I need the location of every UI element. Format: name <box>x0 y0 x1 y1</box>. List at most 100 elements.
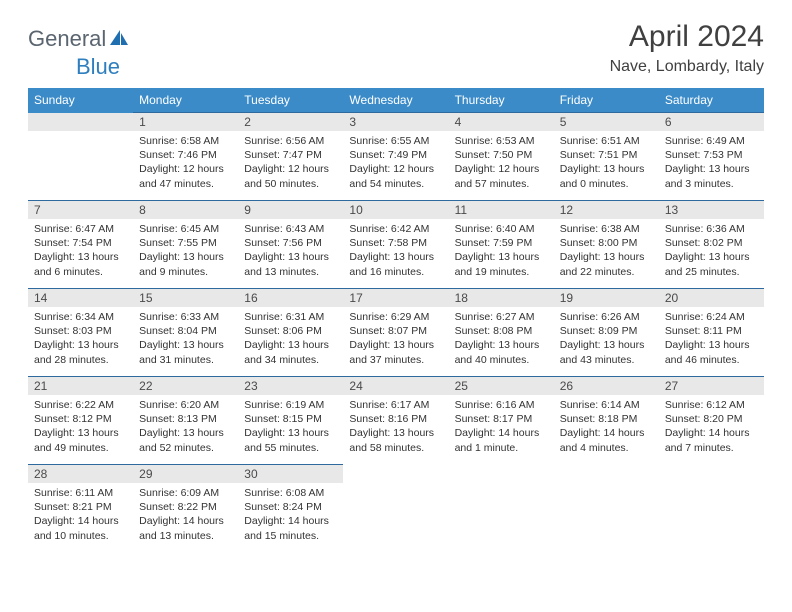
day-details: Sunrise: 6:16 AMSunset: 8:17 PMDaylight:… <box>449 395 554 461</box>
calendar-week-row: 14Sunrise: 6:34 AMSunset: 8:03 PMDayligh… <box>28 289 764 377</box>
day-number: 21 <box>28 377 133 395</box>
calendar-cell: 16Sunrise: 6:31 AMSunset: 8:06 PMDayligh… <box>238 289 343 377</box>
day-details: Sunrise: 6:58 AMSunset: 7:46 PMDaylight:… <box>133 131 238 197</box>
calendar-cell <box>28 113 133 201</box>
weekday-header: Sunday <box>28 88 133 113</box>
calendar-cell: 9Sunrise: 6:43 AMSunset: 7:56 PMDaylight… <box>238 201 343 289</box>
weekday-header: Wednesday <box>343 88 448 113</box>
day-details: Sunrise: 6:55 AMSunset: 7:49 PMDaylight:… <box>343 131 448 197</box>
day-details: Sunrise: 6:24 AMSunset: 8:11 PMDaylight:… <box>659 307 764 373</box>
day-details: Sunrise: 6:26 AMSunset: 8:09 PMDaylight:… <box>554 307 659 373</box>
day-number: 5 <box>554 113 659 131</box>
calendar-cell: 3Sunrise: 6:55 AMSunset: 7:49 PMDaylight… <box>343 113 448 201</box>
day-number: 7 <box>28 201 133 219</box>
day-number: 15 <box>133 289 238 307</box>
day-number: 30 <box>238 465 343 483</box>
calendar-cell: 22Sunrise: 6:20 AMSunset: 8:13 PMDayligh… <box>133 377 238 465</box>
calendar-week-row: 1Sunrise: 6:58 AMSunset: 7:46 PMDaylight… <box>28 113 764 201</box>
calendar-cell: 18Sunrise: 6:27 AMSunset: 8:08 PMDayligh… <box>449 289 554 377</box>
day-number: 29 <box>133 465 238 483</box>
day-details: Sunrise: 6:22 AMSunset: 8:12 PMDaylight:… <box>28 395 133 461</box>
weekday-header: Monday <box>133 88 238 113</box>
calendar-cell: 4Sunrise: 6:53 AMSunset: 7:50 PMDaylight… <box>449 113 554 201</box>
day-details: Sunrise: 6:45 AMSunset: 7:55 PMDaylight:… <box>133 219 238 285</box>
day-details: Sunrise: 6:42 AMSunset: 7:58 PMDaylight:… <box>343 219 448 285</box>
day-details: Sunrise: 6:19 AMSunset: 8:15 PMDaylight:… <box>238 395 343 461</box>
calendar-cell: 1Sunrise: 6:58 AMSunset: 7:46 PMDaylight… <box>133 113 238 201</box>
day-details: Sunrise: 6:08 AMSunset: 8:24 PMDaylight:… <box>238 483 343 549</box>
day-number: 8 <box>133 201 238 219</box>
day-details: Sunrise: 6:17 AMSunset: 8:16 PMDaylight:… <box>343 395 448 461</box>
weekday-header: Saturday <box>659 88 764 113</box>
calendar-week-row: 28Sunrise: 6:11 AMSunset: 8:21 PMDayligh… <box>28 465 764 553</box>
day-details: Sunrise: 6:12 AMSunset: 8:20 PMDaylight:… <box>659 395 764 461</box>
month-title: April 2024 <box>610 20 764 54</box>
calendar-cell: 17Sunrise: 6:29 AMSunset: 8:07 PMDayligh… <box>343 289 448 377</box>
logo-text-blue: Blue <box>76 54 792 80</box>
day-number: 26 <box>554 377 659 395</box>
calendar-cell: 24Sunrise: 6:17 AMSunset: 8:16 PMDayligh… <box>343 377 448 465</box>
logo-sail-icon <box>108 28 130 51</box>
calendar-cell: 7Sunrise: 6:47 AMSunset: 7:54 PMDaylight… <box>28 201 133 289</box>
calendar-cell: 12Sunrise: 6:38 AMSunset: 8:00 PMDayligh… <box>554 201 659 289</box>
calendar-cell: 23Sunrise: 6:19 AMSunset: 8:15 PMDayligh… <box>238 377 343 465</box>
day-number: 19 <box>554 289 659 307</box>
day-details: Sunrise: 6:38 AMSunset: 8:00 PMDaylight:… <box>554 219 659 285</box>
day-details: Sunrise: 6:43 AMSunset: 7:56 PMDaylight:… <box>238 219 343 285</box>
calendar-cell <box>343 465 448 553</box>
day-details: Sunrise: 6:34 AMSunset: 8:03 PMDaylight:… <box>28 307 133 373</box>
day-details: Sunrise: 6:27 AMSunset: 8:08 PMDaylight:… <box>449 307 554 373</box>
day-details: Sunrise: 6:29 AMSunset: 8:07 PMDaylight:… <box>343 307 448 373</box>
day-number: 16 <box>238 289 343 307</box>
day-number: 12 <box>554 201 659 219</box>
calendar-head: SundayMondayTuesdayWednesdayThursdayFrid… <box>28 88 764 113</box>
calendar-cell: 19Sunrise: 6:26 AMSunset: 8:09 PMDayligh… <box>554 289 659 377</box>
weekday-header: Tuesday <box>238 88 343 113</box>
calendar-cell: 29Sunrise: 6:09 AMSunset: 8:22 PMDayligh… <box>133 465 238 553</box>
day-number: 17 <box>343 289 448 307</box>
day-details: Sunrise: 6:53 AMSunset: 7:50 PMDaylight:… <box>449 131 554 197</box>
day-number: 28 <box>28 465 133 483</box>
day-number: 24 <box>343 377 448 395</box>
day-details: Sunrise: 6:47 AMSunset: 7:54 PMDaylight:… <box>28 219 133 285</box>
day-number: 2 <box>238 113 343 131</box>
day-number: 14 <box>28 289 133 307</box>
day-number: 22 <box>133 377 238 395</box>
day-number: 13 <box>659 201 764 219</box>
day-number: 6 <box>659 113 764 131</box>
day-details: Sunrise: 6:11 AMSunset: 8:21 PMDaylight:… <box>28 483 133 549</box>
calendar-cell: 14Sunrise: 6:34 AMSunset: 8:03 PMDayligh… <box>28 289 133 377</box>
calendar-cell <box>659 465 764 553</box>
day-details: Sunrise: 6:40 AMSunset: 7:59 PMDaylight:… <box>449 219 554 285</box>
day-details: Sunrise: 6:36 AMSunset: 8:02 PMDaylight:… <box>659 219 764 285</box>
empty-day-head <box>28 113 133 131</box>
calendar-cell: 11Sunrise: 6:40 AMSunset: 7:59 PMDayligh… <box>449 201 554 289</box>
calendar-cell: 2Sunrise: 6:56 AMSunset: 7:47 PMDaylight… <box>238 113 343 201</box>
day-number: 27 <box>659 377 764 395</box>
day-details: Sunrise: 6:49 AMSunset: 7:53 PMDaylight:… <box>659 131 764 197</box>
day-number: 11 <box>449 201 554 219</box>
calendar-cell: 8Sunrise: 6:45 AMSunset: 7:55 PMDaylight… <box>133 201 238 289</box>
calendar-cell: 27Sunrise: 6:12 AMSunset: 8:20 PMDayligh… <box>659 377 764 465</box>
calendar-week-row: 7Sunrise: 6:47 AMSunset: 7:54 PMDaylight… <box>28 201 764 289</box>
day-details: Sunrise: 6:51 AMSunset: 7:51 PMDaylight:… <box>554 131 659 197</box>
weekday-header: Thursday <box>449 88 554 113</box>
day-number: 20 <box>659 289 764 307</box>
day-number: 10 <box>343 201 448 219</box>
calendar-body: 1Sunrise: 6:58 AMSunset: 7:46 PMDaylight… <box>28 113 764 553</box>
day-number: 18 <box>449 289 554 307</box>
logo-text-general: General <box>28 26 106 52</box>
day-details: Sunrise: 6:31 AMSunset: 8:06 PMDaylight:… <box>238 307 343 373</box>
calendar-cell <box>449 465 554 553</box>
calendar-cell: 30Sunrise: 6:08 AMSunset: 8:24 PMDayligh… <box>238 465 343 553</box>
calendar-cell: 25Sunrise: 6:16 AMSunset: 8:17 PMDayligh… <box>449 377 554 465</box>
day-number: 25 <box>449 377 554 395</box>
day-number: 23 <box>238 377 343 395</box>
day-details: Sunrise: 6:56 AMSunset: 7:47 PMDaylight:… <box>238 131 343 197</box>
day-details: Sunrise: 6:14 AMSunset: 8:18 PMDaylight:… <box>554 395 659 461</box>
calendar-cell: 21Sunrise: 6:22 AMSunset: 8:12 PMDayligh… <box>28 377 133 465</box>
calendar-cell <box>554 465 659 553</box>
day-number: 3 <box>343 113 448 131</box>
calendar-cell: 10Sunrise: 6:42 AMSunset: 7:58 PMDayligh… <box>343 201 448 289</box>
day-number: 4 <box>449 113 554 131</box>
